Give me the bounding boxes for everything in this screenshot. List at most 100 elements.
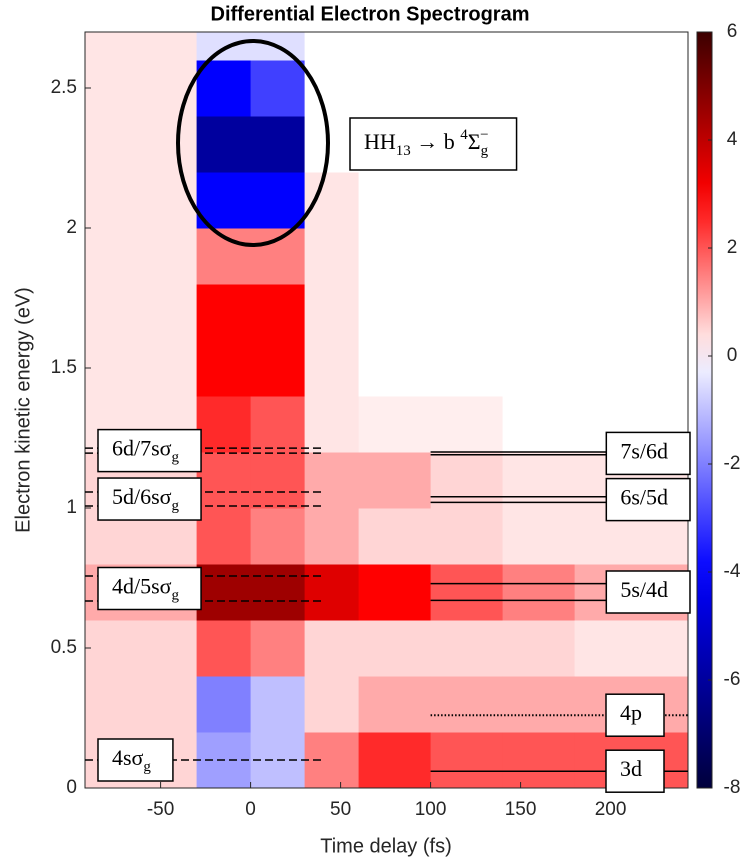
heatmap-cell [142,620,198,677]
transition-label-part: − [480,127,488,143]
heatmap-cell [250,228,306,285]
heatmap-cell [502,396,576,453]
heatmap-cell [502,284,576,341]
heatmap-cell [142,284,198,341]
level-label-part: 4sσ [112,745,144,770]
heatmap-cell [85,172,144,229]
chart-title: Differential Electron Spectrogram [211,3,530,25]
heatmap-cell [430,340,504,397]
level-label-part: 4p [620,700,642,725]
transition-label-part: Σ [468,129,481,154]
heatmap-cell [196,340,252,397]
heatmap-cell [430,732,504,789]
heatmap-cell [250,620,306,677]
heatmap-cell [85,116,144,173]
heatmap-cell [358,396,432,453]
level-label: 6s/5d [620,485,668,510]
heatmap-cell [430,228,504,285]
heatmap-cell [85,32,144,61]
x-tick-label: 50 [330,799,351,820]
heatmap-cell [250,508,306,565]
heatmap-cell [304,172,360,229]
heatmap-cell [142,116,198,173]
y-tick-label: 0 [66,777,77,798]
level-label-part: g [172,498,180,514]
heatmap-cell [85,228,144,285]
transition-label-part: 13 [396,143,411,159]
heatmap-cell [430,564,504,621]
heatmap-cell [430,676,504,733]
heatmap-cell [142,228,198,285]
level-label: 5d/6sσg [112,484,180,514]
level-label-part: 5d/6sσ [112,484,172,509]
transition-label-part: HH [364,129,396,154]
colorbar-tick-label: 2 [727,237,738,258]
heatmap-cell [304,676,360,733]
heatmap-cell [250,396,306,453]
x-axis-label: Time delay (fs) [320,835,452,857]
heatmap-cell [304,284,360,341]
heatmap-cell [502,676,576,733]
heatmap-cell [196,676,252,733]
level-label-part: 6d/7sσ [112,436,172,461]
y-tick-label: 2.5 [51,77,77,98]
heatmap-cell [430,508,504,565]
heatmap-cell [304,508,360,565]
level-label-part: 3d [620,756,642,781]
y-tick-label: 2 [66,217,77,238]
label-box [97,477,202,521]
heatmap-cell [358,340,432,397]
label-box [605,477,691,522]
heatmap-cell [142,340,198,397]
heatmap-cell [574,60,689,117]
heatmap-cell [250,564,306,621]
colorbar-tick-label: 6 [727,21,738,42]
colorbar-tick-label: -4 [724,561,740,582]
level-label: 4p [620,700,642,725]
heatmap-cell [430,172,504,229]
plot-frame [84,31,689,789]
heatmap-cell [358,620,432,677]
highlight-ellipse [176,39,330,247]
colorbar [696,31,713,789]
heatmap-cell [196,564,252,621]
colorbar-tick-label: 4 [727,129,738,150]
colorbar-tick-label: -2 [724,453,740,474]
heatmap-cell [430,60,504,117]
heatmap-cell [304,732,360,789]
heatmap-cell [196,172,252,229]
level-label: 6d/7sσg [112,436,180,466]
heatmap-cell [250,172,306,229]
heatmap-cell [574,116,689,173]
heatmap-cell [196,284,252,341]
colorbar-tick-label: -8 [724,777,740,798]
heatmap-cell [304,60,360,117]
label-box [97,566,202,611]
heatmap-cell [85,60,144,117]
heatmap-cell [196,508,252,565]
heatmap-cell [358,732,432,789]
heatmap-cell [358,32,432,61]
label-box [97,738,174,782]
heatmap-cell [142,676,198,733]
heatmap-cell [430,284,504,341]
heatmap-cell [304,228,360,285]
heatmap-cell [85,676,144,733]
label-box [605,431,691,476]
heatmap-cell [304,32,360,61]
transition-label: HH13 → b 4Σg− [364,127,489,159]
y-axis-label: Electron kinetic energy (eV) [12,287,34,533]
heatmap-cell [358,284,432,341]
label-box [605,570,691,614]
level-label-part: 5s/4d [620,577,668,602]
heatmap-cell [250,116,306,173]
y-tick-label: 1 [66,497,77,518]
level-label: 3d [620,756,642,781]
level-label: 5s/4d [620,577,668,602]
colorbar-tick-label: -6 [724,669,740,690]
heatmap-cell [502,172,576,229]
label-box [97,428,202,473]
heatmap-cell [358,452,432,509]
heatmap-cell [430,396,504,453]
